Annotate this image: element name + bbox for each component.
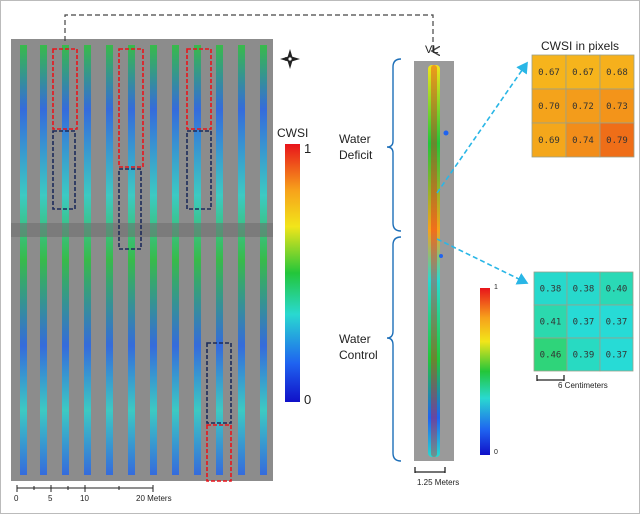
deficit-region-box (118, 48, 144, 168)
control-brace (386, 236, 402, 462)
deficit-region-box (52, 48, 78, 130)
north-arrow-icon (280, 49, 300, 69)
control-region-box (118, 168, 142, 250)
vine-row-label: VL (425, 44, 439, 56)
scale-tick-10: 10 (80, 494, 89, 503)
vine-row-strip (150, 45, 157, 475)
pixel-value: 0.37 (606, 351, 628, 361)
pixel-grid-title: CWSI in pixels (541, 39, 620, 53)
pixel-cell (566, 337, 601, 372)
scale-tick-20: 20 Meters (136, 494, 172, 503)
scale-tick-5: 5 (48, 494, 53, 503)
row-scale-bar (414, 467, 446, 473)
deficit-pixel-grid: 0.67 0.67 0.68 0.70 0.72 0.73 0.69 0.74 0.79 (531, 54, 635, 158)
pixel-value: 0.74 (572, 136, 594, 146)
pixel-scale-label: 6 Centimeters (558, 381, 608, 390)
cwsi-legend-max: 1 (304, 141, 312, 156)
pixel-cell (566, 271, 601, 306)
pixel-value: 0.79 (606, 136, 628, 146)
vine-row-strip (216, 45, 223, 475)
cwsi-legend-bar (285, 144, 300, 402)
pixel-cell (533, 271, 568, 306)
vine-row-strip (106, 45, 113, 475)
row-legend-bar (480, 288, 490, 455)
pixel-cell (599, 271, 634, 306)
pixel-value: 0.70 (538, 102, 560, 112)
water-control-label: Water Control (339, 332, 378, 362)
vine-row-strip (128, 45, 135, 475)
pixel-value: 0.67 (572, 68, 594, 78)
pixel-cell (599, 88, 635, 124)
cwsi-legend-min: 0 (304, 392, 312, 407)
deficit-brace (386, 58, 402, 232)
vine-row-strip (84, 45, 91, 475)
pixel-value: 0.38 (540, 285, 562, 295)
vine-row-strip (62, 45, 69, 475)
pixel-cell (533, 337, 568, 372)
pixel-value: 0.38 (573, 285, 595, 295)
aerial-map (11, 39, 273, 482)
pixel-value: 0.68 (606, 68, 628, 78)
pixel-value: 0.72 (572, 102, 594, 112)
control-region-box (186, 130, 212, 210)
water-deficit-label: Water Deficit (339, 132, 373, 162)
pixel-value: 0.40 (606, 285, 628, 295)
pixel-cell (531, 122, 567, 158)
pixel-cell (533, 304, 568, 339)
vine-row-strip (40, 45, 47, 475)
vine-row-strip (172, 45, 179, 475)
deficit-region-box (186, 48, 212, 130)
pixel-value: 0.41 (540, 318, 562, 328)
row-scale-label: 1.25 Meters (417, 478, 460, 487)
row-legend-max: 1 (494, 284, 498, 291)
scale-tick-0: 0 (14, 494, 19, 503)
pixel-cell (565, 122, 601, 158)
pixel-value: 0.73 (606, 102, 628, 112)
zoom-arrow-control (436, 238, 529, 285)
pixel-scale-bar (536, 375, 565, 381)
pixel-value: 0.39 (573, 351, 595, 361)
control-region-box (206, 342, 232, 424)
north-label: N (285, 57, 289, 63)
zoom-arrow-deficit (436, 61, 528, 194)
control-region-box (52, 130, 76, 210)
pixel-cell (599, 337, 634, 372)
vine-row-image (414, 61, 454, 461)
pixel-cell (565, 88, 601, 124)
deficit-region-box (206, 424, 232, 482)
pixel-value: 0.67 (538, 68, 560, 78)
cwsi-legend-title: CWSI (277, 126, 309, 140)
vine-row-strip (194, 45, 201, 475)
row-legend-min: 0 (494, 449, 498, 456)
vine-row-strip (260, 45, 267, 475)
pixel-cell (599, 122, 635, 158)
vine-row-strip (20, 45, 27, 475)
pixel-value: 0.69 (538, 136, 560, 146)
pixel-cell (599, 304, 634, 339)
pixel-value: 0.46 (540, 351, 562, 361)
control-pixel-grid: 0.38 0.38 0.40 0.41 0.37 0.37 0.46 0.39 0.37 (533, 271, 634, 372)
pixel-value: 0.37 (606, 318, 628, 328)
vine-row-strip (238, 45, 245, 475)
map-scale-bar (16, 485, 154, 492)
pixel-value: 0.37 (573, 318, 595, 328)
vine-rows-overview (20, 45, 267, 475)
connector-arrow (64, 14, 433, 51)
